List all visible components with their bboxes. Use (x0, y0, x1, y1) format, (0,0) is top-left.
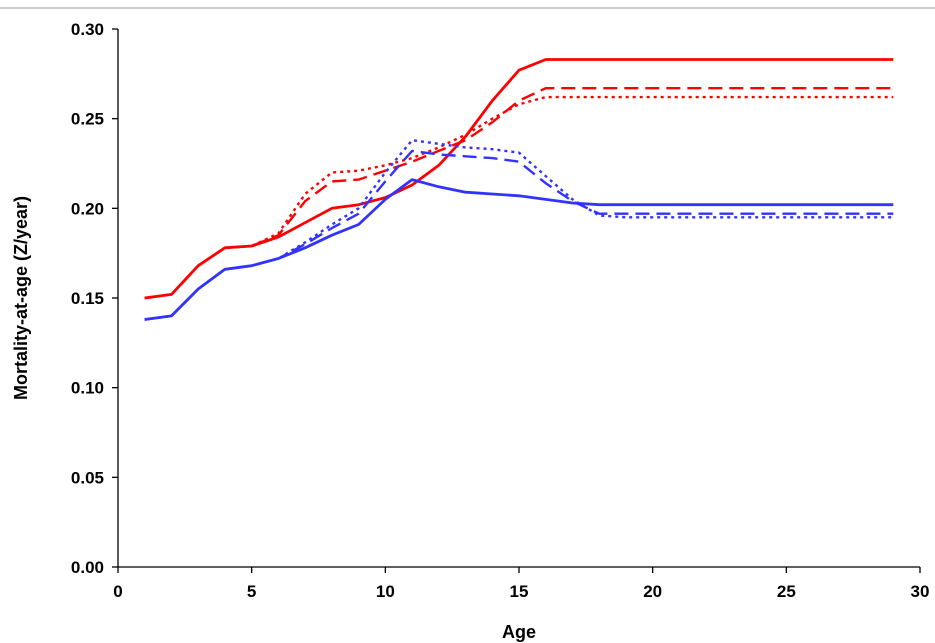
y-tick-label: 0.20 (71, 199, 104, 218)
series-group (144, 58, 894, 321)
y-tick-label: 0.05 (71, 468, 104, 487)
series-line-3 (144, 95, 894, 300)
y-tick-label: 0.30 (71, 20, 104, 39)
x-tick-label: 30 (911, 582, 930, 601)
x-tick-label: 10 (376, 582, 395, 601)
x-tick-label: 15 (510, 582, 529, 601)
x-tick-label: 0 (113, 582, 122, 601)
x-tick-label: 25 (777, 582, 796, 601)
x-axis-label: Age (502, 622, 536, 642)
y-axis-label: Mortality-at-age (Z/year) (11, 196, 31, 400)
series-line-5 (144, 149, 894, 321)
series-line-6 (144, 138, 894, 321)
y-tick-label: 0.10 (71, 379, 104, 398)
axes: 0.00 0.05 0.10 0.15 0.20 0.25 0.30 0 5 10 15 20 25 30 (71, 20, 930, 601)
y-tick-label: 0.25 (71, 110, 104, 129)
x-tick-label: 20 (643, 582, 662, 601)
series-line-1 (144, 58, 894, 300)
series-line-2 (144, 86, 894, 300)
series-line-4 (144, 178, 894, 321)
y-tick-label: 0.15 (71, 289, 104, 308)
x-tick-label: 5 (247, 582, 256, 601)
y-tick-label: 0.00 (71, 558, 104, 577)
